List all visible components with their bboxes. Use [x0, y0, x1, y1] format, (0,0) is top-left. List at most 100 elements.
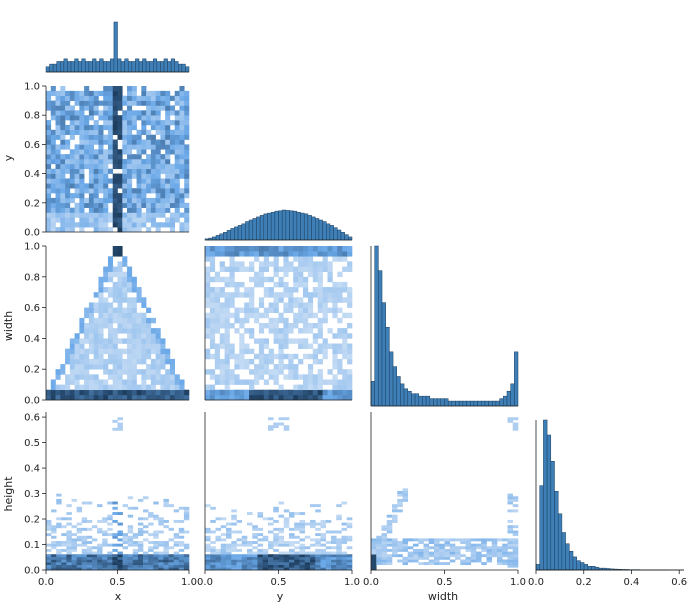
heat-width-height-cell — [444, 562, 451, 566]
heat-x-height-cell — [127, 562, 134, 566]
heat-x-height-cell — [76, 556, 83, 560]
heat-y-height-cell — [310, 519, 316, 523]
heat-y-width-cell — [303, 379, 309, 385]
heat-y-width-cell — [312, 389, 318, 396]
heat-y-width-cell — [219, 379, 225, 385]
heat-x-y-cell — [107, 110, 114, 116]
heat-x-y-cell — [50, 188, 56, 194]
hist-bar-width-18 — [436, 398, 442, 407]
heat-x-height-cell — [61, 548, 67, 552]
heat-width-height-cell — [486, 554, 493, 558]
heat-x-height-cell — [91, 556, 98, 560]
heat-x-width-cell — [117, 271, 123, 278]
heat-x-y-cell — [136, 178, 142, 184]
heat-y-width-cell — [288, 307, 294, 314]
heat-width-height-cell — [392, 517, 398, 521]
hist-bar-y-21 — [281, 209, 287, 241]
heat-x-height-cell — [178, 506, 185, 510]
heat-y-height-cell — [310, 567, 316, 571]
heat-x-y-cell — [112, 129, 118, 135]
heat-x-y-cell — [150, 159, 156, 165]
heat-x-height-cell — [97, 556, 103, 560]
heat-x-width-cell — [98, 384, 104, 391]
heat-width-height-cell — [397, 501, 403, 505]
hist-bar-width-8 — [400, 383, 405, 407]
heat-y-width-cell — [209, 384, 216, 391]
heat-x-y-cell — [160, 168, 166, 174]
heat-x-y-cell — [79, 227, 85, 233]
hist-bar-height-12 — [580, 562, 585, 571]
heat-x-width-cell — [127, 343, 133, 349]
heat-x-y-cell — [117, 95, 123, 101]
heat-width-height-cell — [444, 543, 451, 547]
heat-x-y-cell — [112, 173, 118, 179]
heat-x-y-cell — [112, 110, 118, 116]
heat-y-height-cell — [220, 567, 227, 571]
heat-x-width-cell — [69, 369, 75, 375]
heat-y-height-cell — [215, 517, 222, 521]
heat-y-width-cell — [244, 379, 250, 385]
heat-y-width-cell — [209, 323, 216, 329]
yaxis-row-width-tick-label: 0.4 — [24, 334, 40, 345]
heat-x-width-cell — [122, 328, 128, 334]
yaxis-row-height-tick-label: 0.4 — [24, 464, 40, 475]
heat-x-width-cell — [112, 343, 118, 349]
hist-bar-x-37 — [178, 63, 183, 73]
hist-bar-x-17 — [106, 61, 111, 73]
heat-y-width-cell — [332, 281, 338, 288]
heat-x-height-cell — [148, 554, 154, 558]
heat-x-width-cell — [98, 333, 104, 339]
heat-y-height-cell — [331, 556, 337, 560]
heat-x-width-cell — [131, 384, 137, 391]
heat-y-width-cell — [263, 292, 269, 298]
heat-x-width-cell — [98, 287, 104, 293]
heat-width-height-cell — [470, 554, 477, 558]
heat-y-width-cell — [258, 266, 265, 272]
heat-x-y-cell — [107, 197, 114, 204]
heat-x-height-cell — [71, 548, 77, 552]
heat-x-width-cell — [74, 369, 80, 375]
heat-x-height-cell — [132, 506, 139, 510]
heat-x-width-cell — [117, 348, 123, 355]
heat-x-height-cell — [51, 564, 57, 568]
heat-x-height-cell — [76, 538, 83, 542]
heat-y-width-cell — [254, 369, 260, 375]
heat-y-width-cell — [322, 292, 328, 298]
heat-y-width-cell — [288, 266, 294, 272]
heat-x-width-cell — [112, 353, 118, 360]
heat-y-width-cell — [214, 251, 220, 257]
heat-x-y-cell — [136, 134, 142, 140]
heat-y-height-cell — [220, 533, 227, 537]
heat-x-y-cell — [155, 154, 161, 160]
heat-y-height-cell — [289, 514, 295, 518]
heat-y-width-cell — [332, 379, 338, 385]
heat-x-width-cell — [98, 317, 104, 324]
heat-y-width-cell — [317, 369, 323, 375]
heat-x-y-cell — [122, 202, 128, 208]
heat-x-y-cell — [179, 173, 185, 179]
heat-width-height-cell — [491, 546, 498, 550]
heat-x-y-cell — [50, 149, 56, 155]
heat-y-height-cell — [315, 564, 321, 568]
heat-x-y-cell — [112, 105, 118, 111]
heat-x-y-cell — [127, 159, 133, 165]
heat-x-height-cell — [46, 559, 52, 563]
xaxis-col-height-tick-label: 0.2 — [576, 577, 592, 588]
heat-y-width-cell — [205, 281, 211, 288]
heat-width-height-cell — [439, 543, 445, 547]
heat-y-width-cell — [342, 246, 348, 252]
heat-x-width-cell — [74, 353, 80, 360]
heat-x-y-cell — [107, 227, 114, 233]
heat-x-y-cell — [107, 139, 114, 145]
ylabel-y: y — [2, 154, 15, 161]
heat-y-width-cell — [234, 292, 240, 298]
heat-width-height-cell — [386, 559, 393, 563]
heat-x-height-cell — [97, 548, 103, 552]
heat-x-width-cell — [146, 338, 152, 344]
heat-y-width-cell — [254, 312, 260, 319]
heat-y-width-cell — [322, 302, 328, 308]
heat-width-height-cell — [407, 556, 414, 560]
heat-x-width-cell — [93, 323, 99, 329]
heat-y-height-cell — [252, 564, 258, 568]
heat-x-y-cell — [74, 159, 80, 165]
